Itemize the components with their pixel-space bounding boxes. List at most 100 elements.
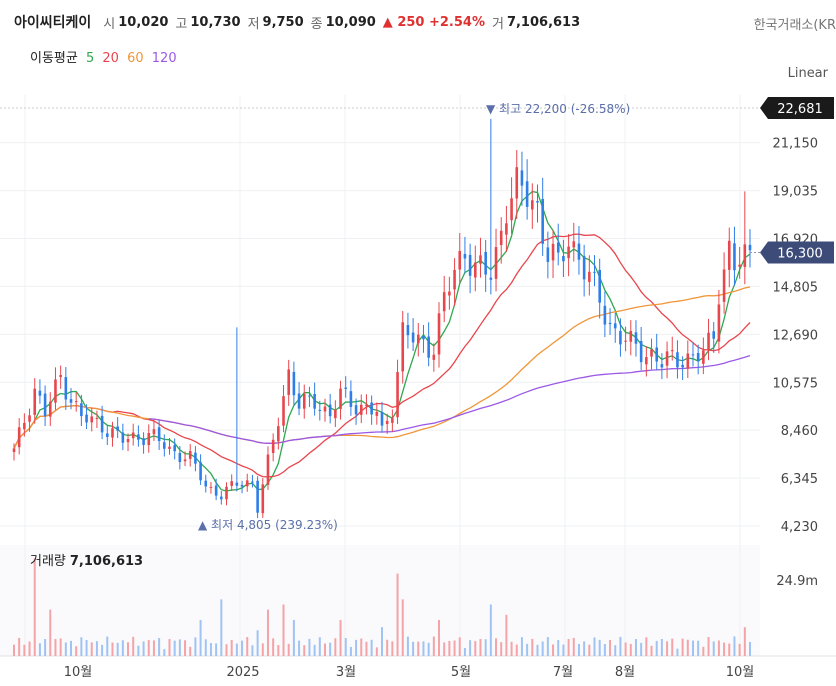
- ma-5-label: 5: [85, 51, 95, 66]
- high-annotation: ▼ 최고 22,200 (-26.58%): [486, 102, 630, 116]
- volume-bar: [640, 642, 643, 656]
- candle-body: [411, 332, 415, 343]
- volume-bar: [520, 637, 523, 656]
- candle-body: [199, 462, 202, 481]
- volume-bar: [246, 637, 249, 656]
- candle-body: [204, 480, 208, 487]
- volume-bar: [458, 637, 461, 656]
- volume-bar: [634, 639, 637, 656]
- volume-bar: [609, 639, 612, 656]
- candles: [12, 118, 752, 519]
- volume-bar: [215, 643, 218, 656]
- volume-bar: [645, 637, 648, 656]
- candle-body: [562, 256, 565, 262]
- candle-body: [308, 395, 311, 397]
- candle-body: [406, 325, 410, 336]
- volume-bar: [583, 641, 586, 656]
- volume-bar: [106, 636, 109, 656]
- candle-body: [209, 486, 213, 488]
- candle-body: [323, 406, 327, 412]
- candle-body: [80, 403, 83, 417]
- volume-bar: [90, 642, 93, 656]
- candle-body: [634, 332, 638, 344]
- candle-body: [375, 412, 379, 416]
- volume-bar: [18, 637, 21, 656]
- candle-body: [188, 451, 192, 459]
- volume-bar: [127, 642, 130, 656]
- volume-bar: [308, 638, 311, 656]
- volume-bar: [681, 638, 684, 656]
- high-value: 10,730: [190, 14, 241, 30]
- candle-body: [717, 304, 721, 342]
- candle-body: [650, 349, 653, 357]
- volume-bar: [500, 642, 503, 656]
- candle-body: [670, 350, 674, 352]
- volume-bar: [323, 643, 326, 656]
- scale-mode-toggle[interactable]: Linear: [787, 66, 828, 81]
- y-tick-label: 21,150: [773, 137, 819, 152]
- candle-body: [499, 230, 503, 246]
- ma-120-label: 120: [151, 51, 177, 66]
- candle-body: [416, 334, 420, 344]
- volume-bar: [552, 644, 555, 656]
- volume-bar: [676, 648, 679, 656]
- change-value: ▲ 250 +2.54%: [382, 14, 485, 30]
- volume-bar: [588, 644, 591, 656]
- candle-body: [116, 426, 119, 431]
- candle-body: [442, 292, 446, 312]
- volume-bar: [489, 604, 492, 656]
- volume-panel-value: 7,106,613: [69, 554, 144, 569]
- stock-name[interactable]: 아이씨티케이: [14, 15, 92, 31]
- volume-bar: [598, 639, 601, 656]
- volume-bar: [619, 636, 622, 656]
- candle-body: [432, 354, 436, 360]
- x-tick-label: 2025: [226, 665, 259, 680]
- ma-legend-label: 이동평균: [30, 51, 78, 66]
- candle-body: [458, 250, 462, 270]
- candle-body: [463, 253, 467, 259]
- volume-bar: [220, 599, 223, 656]
- candle-body: [453, 269, 456, 290]
- candle-body: [422, 336, 425, 340]
- candle-body: [183, 459, 187, 462]
- candle-body: [396, 372, 399, 418]
- candle-body: [152, 429, 156, 435]
- candle-body: [468, 254, 472, 276]
- candle-body: [473, 262, 477, 278]
- candle-body: [235, 482, 239, 486]
- candle-body: [556, 242, 560, 253]
- volume-bar: [469, 640, 472, 656]
- candle-body: [733, 243, 736, 271]
- candle-body: [510, 198, 513, 221]
- volume-bar: [95, 641, 98, 656]
- volume-bar: [277, 645, 280, 656]
- close-value: 10,090: [325, 14, 376, 30]
- volume-bar: [686, 639, 689, 656]
- ma-legend[interactable]: 이동평균 5 20 60 120: [30, 47, 181, 66]
- volume-bar: [593, 637, 596, 656]
- candle-body: [546, 247, 550, 262]
- candle-body: [577, 243, 581, 260]
- moving-averages: [13, 190, 751, 492]
- candle-body: [696, 352, 700, 362]
- candle-body: [359, 404, 363, 415]
- candle-body: [48, 401, 52, 417]
- volume-bar: [510, 641, 513, 656]
- candle-body: [639, 341, 643, 363]
- volume-bar: [329, 642, 332, 656]
- volume-bar: [49, 609, 52, 656]
- candle-body: [38, 390, 42, 396]
- volume-bar: [650, 645, 653, 656]
- volume-bar: [23, 644, 26, 656]
- volume-bar: [209, 643, 212, 656]
- candle-body: [738, 264, 741, 267]
- volume-bar: [339, 619, 342, 656]
- candle-body: [536, 200, 539, 203]
- candle-body: [624, 340, 627, 342]
- candle-body: [582, 256, 586, 280]
- volume-bar: [707, 637, 710, 656]
- ma-60-label: 60: [127, 51, 144, 66]
- volume-bar: [13, 644, 15, 656]
- volume-legend: 거래량 7,106,613: [30, 550, 143, 569]
